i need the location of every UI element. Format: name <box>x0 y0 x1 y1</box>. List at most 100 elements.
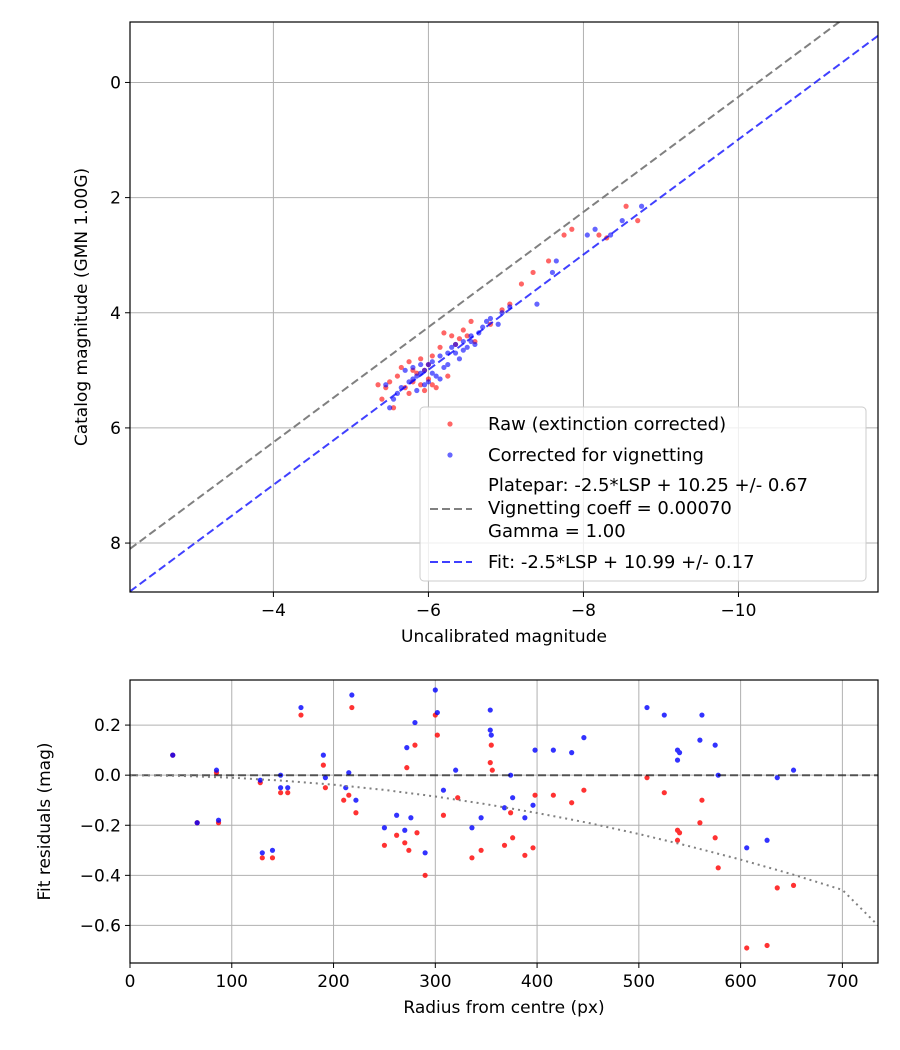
data-point <box>619 218 625 224</box>
data-point <box>508 810 514 816</box>
data-point <box>534 301 540 307</box>
data-point <box>394 373 401 379</box>
data-point <box>421 387 428 394</box>
series-0 <box>170 704 797 951</box>
y-tick-label: 6 <box>110 419 121 439</box>
data-point <box>744 945 750 951</box>
data-point <box>774 885 780 891</box>
data-point <box>464 333 470 339</box>
data-point <box>487 315 494 322</box>
data-point <box>170 752 176 758</box>
plot-frame <box>129 21 879 593</box>
data-point <box>495 321 501 327</box>
y-tick-label: 0.0 <box>94 766 121 786</box>
data-point <box>460 338 466 345</box>
data-point <box>455 795 461 801</box>
x-tick-label: 0 <box>125 972 136 992</box>
data-point <box>394 812 400 818</box>
data-point <box>469 855 475 861</box>
data-point <box>320 762 326 768</box>
data-point <box>456 356 463 362</box>
legend-label-corrected: Corrected for vignetting <box>488 445 704 466</box>
data-point <box>434 732 440 738</box>
data-point <box>440 812 447 818</box>
data-point <box>402 367 408 373</box>
data-point <box>421 367 428 373</box>
data-point <box>501 842 508 848</box>
data-point <box>569 800 575 806</box>
series-1 <box>383 203 645 411</box>
x-tick-label: −4 <box>261 601 286 621</box>
data-point <box>432 687 438 693</box>
data-point <box>278 790 284 796</box>
legend-marker-corrected <box>447 452 453 458</box>
data-point <box>346 792 352 798</box>
data-point <box>697 820 703 826</box>
data-point <box>269 847 276 853</box>
data-point <box>422 872 428 878</box>
data-point <box>213 767 220 773</box>
data-point <box>712 742 718 748</box>
data-point <box>460 347 466 353</box>
data-point <box>406 847 412 853</box>
data-point <box>550 792 556 798</box>
data-point <box>478 847 484 853</box>
data-point <box>408 815 414 821</box>
data-point <box>434 709 440 716</box>
data-point <box>402 827 408 833</box>
data-point <box>569 750 575 756</box>
data-point <box>390 405 397 411</box>
data-point <box>421 382 428 388</box>
x-tick-label: 700 <box>826 972 858 992</box>
data-point <box>346 770 352 776</box>
data-point <box>422 850 428 856</box>
data-point <box>460 327 466 333</box>
y-tick-label: 0.2 <box>94 716 121 736</box>
data-point <box>661 712 667 718</box>
data-point <box>383 382 389 388</box>
y-tick-label: −0.4 <box>80 866 121 886</box>
data-point <box>581 735 587 741</box>
data-point <box>549 269 556 276</box>
data-point <box>530 845 536 851</box>
data-point <box>478 815 484 821</box>
data-point <box>381 825 388 831</box>
x-tick-label: 600 <box>724 972 756 992</box>
data-point <box>257 777 263 783</box>
data-point <box>394 832 400 838</box>
data-point <box>581 787 587 793</box>
data-point <box>545 258 552 264</box>
data-point <box>584 232 590 238</box>
data-point <box>278 785 284 791</box>
data-point <box>483 318 490 324</box>
data-point <box>449 344 455 350</box>
data-point <box>433 385 439 391</box>
data-point <box>480 324 486 330</box>
data-point <box>790 882 797 888</box>
data-point <box>487 707 493 713</box>
data-point <box>464 344 470 350</box>
data-point <box>349 704 355 711</box>
data-point <box>379 396 385 402</box>
y-axis-label: Catalog magnitude (GMN 1.00G) <box>72 168 92 446</box>
data-point <box>635 218 641 224</box>
data-point <box>553 258 559 264</box>
x-tick-label: 300 <box>419 972 451 992</box>
data-point <box>676 750 683 756</box>
data-point <box>638 203 645 209</box>
data-point <box>418 361 424 368</box>
data-point <box>510 835 516 841</box>
data-point <box>501 805 508 811</box>
data-point <box>402 840 408 846</box>
y-tick-label: −0.2 <box>80 816 121 836</box>
data-point <box>569 226 575 232</box>
legend-label-fit: Fit: -2.5*LSP + 10.99 +/- 0.17 <box>488 552 755 573</box>
data-point <box>744 845 750 851</box>
legend-label-platepar-line: Vignetting coeff = 0.00070 <box>488 498 732 519</box>
x-tick-label: 500 <box>623 972 655 992</box>
data-point <box>674 757 681 763</box>
legend-label-platepar-line: Gamma = 1.00 <box>488 521 626 542</box>
data-point <box>697 737 703 743</box>
x-tick-label: −8 <box>571 601 596 621</box>
